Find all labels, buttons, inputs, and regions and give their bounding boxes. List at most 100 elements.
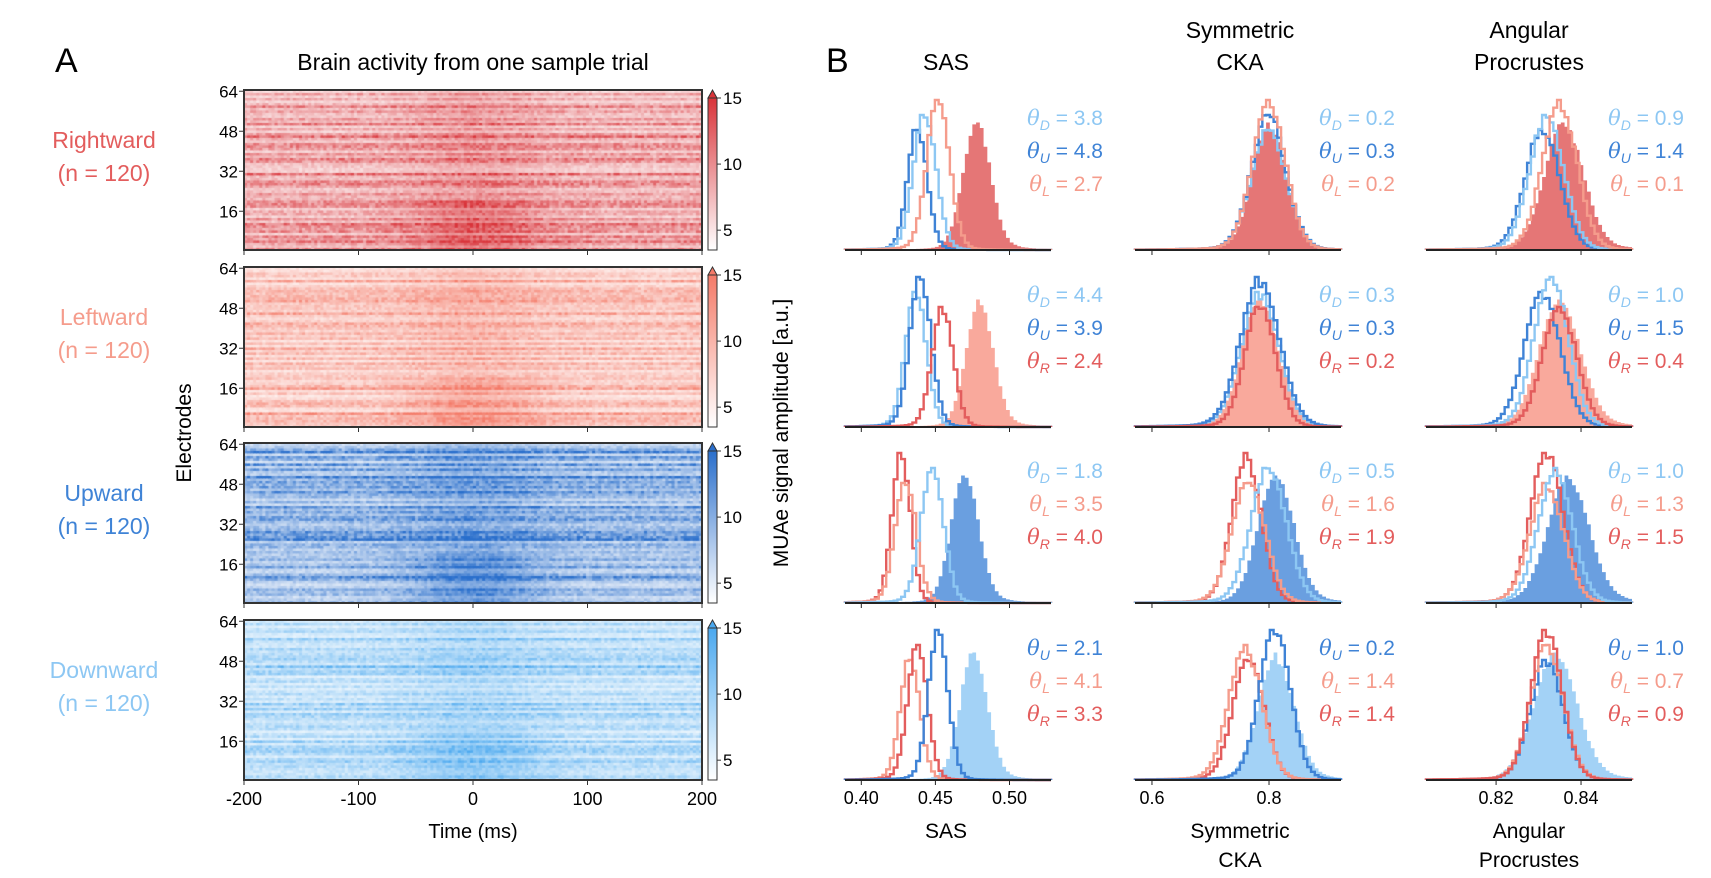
y-tick-label: 64 bbox=[219, 82, 238, 101]
theta-symbol: θ bbox=[1027, 316, 1040, 340]
theta-value: = 0.3 bbox=[1342, 140, 1395, 163]
theta-symbol: θ bbox=[1319, 702, 1332, 726]
theta-annotation: θR = 0.9 bbox=[1608, 702, 1684, 729]
theta-subscript: U bbox=[1621, 327, 1632, 343]
colorbar-tick-label: 10 bbox=[723, 332, 742, 351]
theta-symbol: θ bbox=[1321, 492, 1334, 516]
theta-symbol: θ bbox=[1608, 459, 1621, 483]
theta-subscript: L bbox=[1623, 680, 1631, 696]
y-tick-label: 64 bbox=[219, 612, 238, 631]
histogram-filled-D bbox=[845, 652, 1051, 780]
colorbar-tick-label: 15 bbox=[723, 266, 742, 285]
histogram-filled-R bbox=[845, 122, 1051, 250]
x-tick-label: 0.8 bbox=[1257, 788, 1282, 808]
theta-annotation: θU = 0.2 bbox=[1319, 636, 1395, 663]
y-tick-label: 32 bbox=[219, 339, 238, 358]
theta-annotation: θL = 4.1 bbox=[1029, 669, 1103, 696]
colorbar-tick-label: 15 bbox=[723, 619, 742, 638]
y-tick-label: 16 bbox=[219, 202, 238, 221]
y-tick-label: 64 bbox=[219, 259, 238, 278]
theta-value: = 1.4 bbox=[1342, 670, 1395, 693]
theta-annotation: θR = 1.9 bbox=[1319, 525, 1395, 552]
theta-value: = 0.2 bbox=[1342, 637, 1395, 660]
colorbar-label: MUAe signal amplitude [a.u.] bbox=[770, 299, 793, 567]
theta-value: = 0.3 bbox=[1342, 284, 1395, 307]
histogram-outline-U bbox=[843, 628, 1053, 782]
theta-symbol: θ bbox=[1608, 702, 1621, 726]
theta-symbol: θ bbox=[1029, 172, 1042, 196]
theta-symbol: θ bbox=[1319, 106, 1332, 130]
y-tick-label: 16 bbox=[219, 732, 238, 751]
theta-subscript: D bbox=[1621, 294, 1631, 310]
theta-symbol: θ bbox=[1319, 459, 1332, 483]
panel-b-letter: B bbox=[826, 42, 849, 80]
theta-value: = 1.8 bbox=[1050, 460, 1103, 483]
x-tick-label: 0.6 bbox=[1139, 788, 1164, 808]
metric-axis-label: CKA bbox=[1218, 849, 1261, 872]
y-tick-label: 48 bbox=[219, 122, 238, 141]
theta-annotation: θL = 1.4 bbox=[1321, 669, 1395, 696]
colorbar-extend-arrow bbox=[707, 265, 718, 276]
theta-subscript: R bbox=[1332, 360, 1342, 376]
x-tick-label: 0.45 bbox=[918, 788, 953, 808]
theta-symbol: θ bbox=[1608, 316, 1621, 340]
theta-value: = 0.2 bbox=[1342, 173, 1395, 196]
theta-subscript: R bbox=[1621, 713, 1631, 729]
x-tick-label: 100 bbox=[572, 789, 602, 809]
theta-value: = 2.4 bbox=[1050, 350, 1103, 373]
x-tick-label: -200 bbox=[226, 789, 262, 809]
theta-annotation: θD = 3.8 bbox=[1027, 106, 1103, 133]
theta-value: = 3.8 bbox=[1050, 107, 1103, 130]
theta-annotation: θR = 1.4 bbox=[1319, 702, 1395, 729]
theta-annotation: θL = 3.5 bbox=[1029, 492, 1103, 519]
theta-subscript: U bbox=[1621, 647, 1632, 663]
histogram-outline-L bbox=[843, 98, 1053, 252]
theta-annotation: θU = 0.3 bbox=[1319, 316, 1395, 343]
y-tick-label: 32 bbox=[219, 692, 238, 711]
theta-subscript: R bbox=[1332, 536, 1342, 552]
theta-symbol: θ bbox=[1027, 525, 1040, 549]
y-tick-label: 64 bbox=[219, 435, 238, 454]
colorbar-tick-label: 10 bbox=[723, 155, 742, 174]
panel-a-title: Brain activity from one sample trial bbox=[297, 49, 649, 75]
theta-subscript: U bbox=[1332, 150, 1343, 166]
condition-label: Downward bbox=[50, 657, 159, 683]
theta-subscript: U bbox=[1040, 327, 1051, 343]
histogram-filled-U bbox=[1426, 475, 1632, 603]
theta-annotation: θU = 3.9 bbox=[1027, 316, 1103, 343]
theta-value: = 1.6 bbox=[1342, 493, 1395, 516]
panel-a-letter: A bbox=[55, 42, 78, 80]
theta-value: = 0.7 bbox=[1631, 670, 1684, 693]
theta-annotation: θL = 0.2 bbox=[1321, 172, 1395, 199]
theta-symbol: θ bbox=[1321, 669, 1334, 693]
histogram-filled-R bbox=[1135, 122, 1341, 250]
theta-value: = 1.9 bbox=[1342, 526, 1395, 549]
x-tick-label: -100 bbox=[340, 789, 376, 809]
column-title: Symmetric bbox=[1186, 17, 1295, 43]
histogram-outline-D bbox=[843, 113, 1053, 252]
colorbar-tick-label: 10 bbox=[723, 508, 742, 527]
histogram-filled-L bbox=[1426, 299, 1632, 427]
theta-symbol: θ bbox=[1610, 669, 1623, 693]
theta-subscript: U bbox=[1621, 150, 1632, 166]
theta-annotation: θL = 0.7 bbox=[1610, 669, 1684, 696]
theta-value: = 1.0 bbox=[1631, 284, 1684, 307]
histogram-filled-L bbox=[1135, 299, 1341, 427]
metric-axis-label: Procrustes bbox=[1479, 849, 1579, 872]
theta-symbol: θ bbox=[1319, 316, 1332, 340]
y-tick-label: 32 bbox=[219, 162, 238, 181]
theta-symbol: θ bbox=[1608, 636, 1621, 660]
theta-symbol: θ bbox=[1610, 492, 1623, 516]
theta-annotation: θR = 0.4 bbox=[1608, 349, 1684, 376]
theta-annotation: θD = 1.8 bbox=[1027, 459, 1103, 486]
y-tick-label: 48 bbox=[219, 475, 238, 494]
colorbar-extend-arrow bbox=[707, 441, 718, 452]
theta-subscript: L bbox=[1334, 183, 1342, 199]
colorbar-tick-label: 5 bbox=[723, 574, 732, 593]
theta-symbol: θ bbox=[1319, 349, 1332, 373]
histogram-filled-D bbox=[1135, 652, 1341, 780]
theta-symbol: θ bbox=[1319, 283, 1332, 307]
histogram-outline-U bbox=[843, 275, 1053, 429]
theta-symbol: θ bbox=[1027, 283, 1040, 307]
